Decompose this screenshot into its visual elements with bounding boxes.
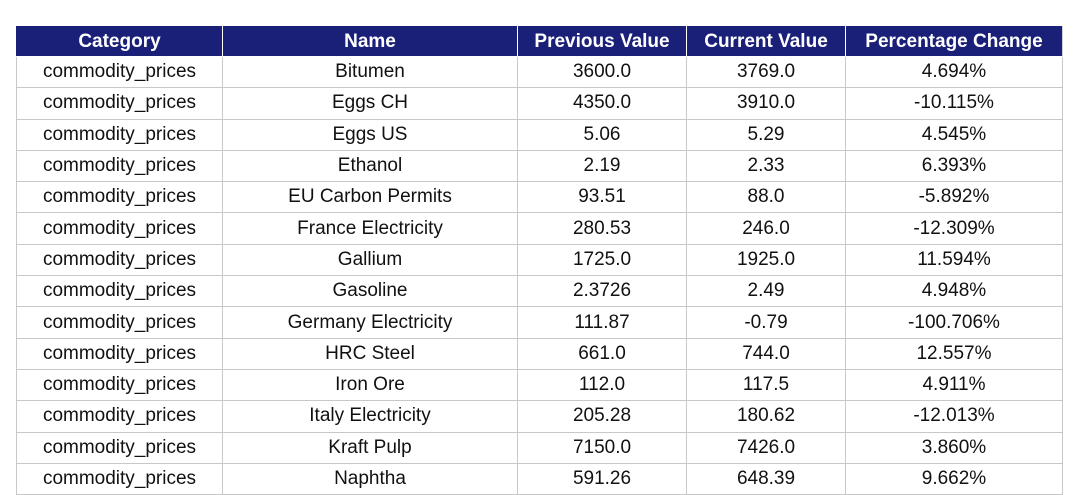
header-row: Category Name Previous Value Current Val… (16, 26, 1063, 57)
column-header-percentage-change: Percentage Change (845, 26, 1063, 57)
cell-current-value: 744.0 (686, 337, 846, 370)
cell-name: Iron Ore (222, 368, 518, 402)
cell-previous-value: 661.0 (517, 337, 687, 370)
column-header-current-value: Current Value (686, 26, 846, 57)
cell-previous-value: 5.06 (517, 118, 687, 151)
cell-name: Gasoline (222, 275, 518, 308)
cell-current-value: 2.33 (686, 149, 846, 183)
cell-percentage-change: 4.545% (845, 118, 1063, 151)
commodity-price-table: Category Name Previous Value Current Val… (16, 26, 1063, 495)
cell-current-value: 246.0 (686, 212, 846, 245)
table-row: commodity_prices EU Carbon Permits 93.51 88… (16, 181, 1063, 214)
cell-category: commodity_prices (16, 87, 223, 120)
cell-name: Eggs US (222, 118, 518, 151)
column-header-name: Name (222, 26, 518, 57)
cell-percentage-change: 12.557% (845, 337, 1063, 370)
cell-percentage-change: -12.309% (845, 212, 1063, 245)
cell-previous-value: 4350.0 (517, 87, 687, 120)
cell-current-value: 1925.0 (686, 243, 846, 277)
table-header: Category Name Previous Value Current Val… (16, 26, 1063, 57)
cell-category: commodity_prices (16, 462, 223, 495)
cell-category: commodity_prices (16, 212, 223, 245)
table-row: commodity_prices Gasoline 2.3726 2.49 4.948% (16, 275, 1063, 308)
cell-percentage-change: -100.706% (845, 306, 1063, 339)
cell-current-value: 88.0 (686, 181, 846, 214)
cell-name: Naphtha (222, 462, 518, 495)
cell-current-value: 7426.0 (686, 431, 846, 464)
cell-previous-value: 111.87 (517, 306, 687, 339)
cell-category: commodity_prices (16, 243, 223, 277)
cell-current-value: 3910.0 (686, 87, 846, 120)
cell-current-value: 5.29 (686, 118, 846, 151)
column-header-previous-value: Previous Value (517, 26, 687, 57)
cell-category: commodity_prices (16, 55, 223, 89)
cell-previous-value: 3600.0 (517, 55, 687, 89)
cell-percentage-change: 6.393% (845, 149, 1063, 183)
table-body: commodity_prices Bitumen 3600.0 3769.0 4.694… (16, 55, 1063, 495)
cell-name: Gallium (222, 243, 518, 277)
cell-previous-value: 2.3726 (517, 275, 687, 308)
cell-category: commodity_prices (16, 337, 223, 370)
cell-name: Kraft Pulp (222, 431, 518, 464)
table-row: commodity_prices Eggs CH 4350.0 3910.0 -10.1… (16, 87, 1063, 120)
cell-percentage-change: 3.860% (845, 431, 1063, 464)
cell-previous-value: 280.53 (517, 212, 687, 245)
cell-category: commodity_prices (16, 400, 223, 433)
cell-category: commodity_prices (16, 306, 223, 339)
table-row: commodity_prices Gallium 1725.0 1925.0 11.59… (16, 243, 1063, 277)
cell-percentage-change: 4.694% (845, 55, 1063, 89)
cell-previous-value: 205.28 (517, 400, 687, 433)
cell-current-value: 3769.0 (686, 55, 846, 89)
table-row: commodity_prices Germany Electricity 111.8… (16, 306, 1063, 339)
cell-category: commodity_prices (16, 118, 223, 151)
cell-category: commodity_prices (16, 149, 223, 183)
table-row: commodity_prices Kraft Pulp 7150.0 7426.0 3.… (16, 431, 1063, 464)
cell-percentage-change: 4.948% (845, 275, 1063, 308)
cell-previous-value: 112.0 (517, 368, 687, 402)
cell-name: HRC Steel (222, 337, 518, 370)
cell-previous-value: 591.26 (517, 462, 687, 495)
cell-category: commodity_prices (16, 368, 223, 402)
cell-previous-value: 2.19 (517, 149, 687, 183)
cell-previous-value: 1725.0 (517, 243, 687, 277)
cell-name: Bitumen (222, 55, 518, 89)
table-row: commodity_prices Eggs US 5.06 5.29 4.545% (16, 118, 1063, 151)
cell-previous-value: 93.51 (517, 181, 687, 214)
cell-name: Germany Electricity (222, 306, 518, 339)
cell-category: commodity_prices (16, 181, 223, 214)
table-row: commodity_prices Bitumen 3600.0 3769.0 4.694… (16, 55, 1063, 89)
cell-percentage-change: -12.013% (845, 400, 1063, 433)
table-row: commodity_prices Ethanol 2.19 2.33 6.393% (16, 149, 1063, 183)
cell-name: Ethanol (222, 149, 518, 183)
table-row: commodity_prices Naphtha 591.26 648.39 9.662… (16, 462, 1063, 495)
column-header-category: Category (16, 26, 223, 57)
cell-current-value: 117.5 (686, 368, 846, 402)
cell-category: commodity_prices (16, 275, 223, 308)
table-row: commodity_prices Italy Electricity 205.28 1… (16, 400, 1063, 433)
cell-current-value: 180.62 (686, 400, 846, 433)
cell-previous-value: 7150.0 (517, 431, 687, 464)
cell-name: EU Carbon Permits (222, 181, 518, 214)
table-row: commodity_prices Iron Ore 112.0 117.5 4.911% (16, 368, 1063, 402)
cell-current-value: 648.39 (686, 462, 846, 495)
table-row: commodity_prices France Electricity 280.53… (16, 212, 1063, 245)
table-row: commodity_prices HRC Steel 661.0 744.0 12.55… (16, 337, 1063, 370)
cell-category: commodity_prices (16, 431, 223, 464)
commodity-table-container: Category Name Previous Value Current Val… (16, 26, 1063, 495)
cell-name: Eggs CH (222, 87, 518, 120)
cell-percentage-change: 9.662% (845, 462, 1063, 495)
cell-name: Italy Electricity (222, 400, 518, 433)
cell-percentage-change: 4.911% (845, 368, 1063, 402)
cell-percentage-change: -5.892% (845, 181, 1063, 214)
cell-current-value: 2.49 (686, 275, 846, 308)
cell-percentage-change: 11.594% (845, 243, 1063, 277)
cell-current-value: -0.79 (686, 306, 846, 339)
cell-percentage-change: -10.115% (845, 87, 1063, 120)
cell-name: France Electricity (222, 212, 518, 245)
